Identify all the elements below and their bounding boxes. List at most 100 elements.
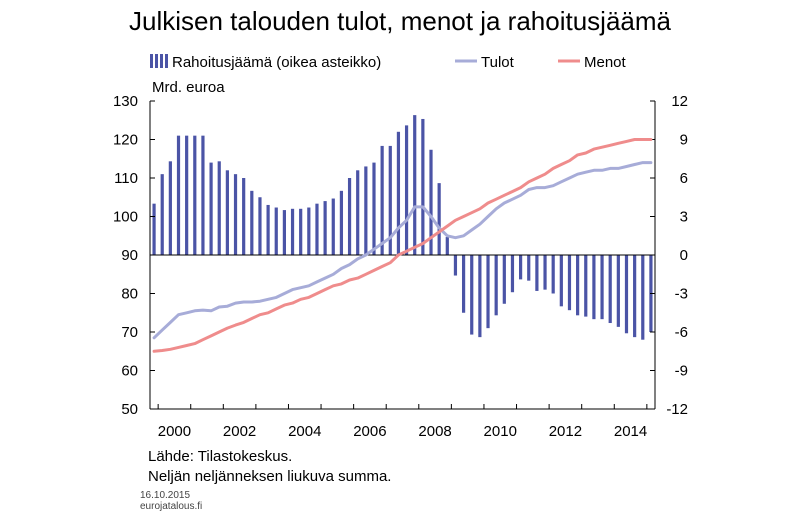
legend-label-menot: Menot xyxy=(584,54,627,71)
publish-date: 16.10.2015 xyxy=(140,490,191,501)
line-menot xyxy=(152,138,653,353)
x-tick-label: 2002 xyxy=(223,423,256,440)
x-tick-label: 2012 xyxy=(549,423,582,440)
bar xyxy=(559,255,563,307)
bar xyxy=(282,210,286,255)
bar xyxy=(551,255,555,294)
right-tick-label: 9 xyxy=(680,132,688,149)
bar-series-rahoitusjaama xyxy=(152,115,653,340)
bar xyxy=(624,255,629,334)
bar xyxy=(584,255,588,317)
bar xyxy=(347,178,352,255)
bar xyxy=(209,162,213,255)
bar xyxy=(413,115,417,255)
left-tick-label: 100 xyxy=(113,209,138,226)
right-tick-label: 3 xyxy=(680,209,688,226)
bar xyxy=(567,255,572,311)
bar xyxy=(388,145,392,255)
x-tick-label: 2010 xyxy=(484,423,517,440)
left-tick-label: 130 xyxy=(113,93,138,110)
bar xyxy=(233,174,238,255)
right-tick-label: -9 xyxy=(675,363,688,380)
bar xyxy=(152,203,156,255)
left-tick-label: 80 xyxy=(121,286,138,303)
bar xyxy=(527,255,531,281)
bar xyxy=(429,149,433,255)
right-tick-label: -12 xyxy=(666,401,688,418)
bar xyxy=(266,204,270,255)
line-tulot xyxy=(152,161,653,340)
bar xyxy=(519,255,523,280)
bar xyxy=(641,255,645,340)
bar xyxy=(404,125,409,255)
bar xyxy=(372,162,376,255)
legend-bar-swatch xyxy=(155,54,158,68)
bar xyxy=(217,161,221,255)
chart-title: Julkisen talouden tulot, menot ja rahoit… xyxy=(129,6,671,36)
left-tick-label: 90 xyxy=(121,247,138,264)
bar xyxy=(250,190,254,255)
left-axis-label: Mrd. euroa xyxy=(152,79,225,96)
left-tick-label: 110 xyxy=(114,170,138,187)
right-tick-label: 12 xyxy=(671,93,688,110)
x-tick-label: 2004 xyxy=(288,423,321,440)
bar xyxy=(461,255,466,313)
method-note: Neljän neljänneksen liukuva summa. xyxy=(148,468,392,485)
bar xyxy=(486,255,490,329)
bar xyxy=(201,135,205,255)
bar xyxy=(470,255,474,335)
line-series xyxy=(152,138,653,353)
bar xyxy=(339,190,344,255)
axes: 130 120 110 100 90 80 70 60 50 12 9 6 3 0 -3 -6 -9 -12 200… xyxy=(113,93,688,440)
site-name: eurojatalous.fi xyxy=(140,501,203,512)
bar xyxy=(502,255,506,304)
bar xyxy=(364,166,368,255)
bar xyxy=(168,161,172,255)
bar xyxy=(323,201,327,255)
bar xyxy=(225,170,229,255)
x-tick-label: 2006 xyxy=(353,423,386,440)
source-note: Lähde: Tilastokeskus. xyxy=(148,448,293,465)
left-tick-label: 120 xyxy=(113,132,138,149)
bar xyxy=(437,183,441,255)
legend-label-bar: Rahoitusjäämä (oikea asteikko) xyxy=(172,54,381,71)
bar xyxy=(600,255,604,320)
bar xyxy=(160,174,164,255)
right-tick-label: 0 xyxy=(680,247,688,264)
right-tick-label: -6 xyxy=(675,324,688,341)
bar xyxy=(299,208,303,255)
bar xyxy=(290,208,295,255)
bar xyxy=(356,170,360,255)
legend-bar-swatch xyxy=(150,54,153,68)
bar xyxy=(453,255,458,276)
right-tick-label: 6 xyxy=(680,170,688,187)
bar xyxy=(185,135,189,255)
left-tick-label: 60 xyxy=(121,363,138,380)
bar xyxy=(633,255,637,338)
x-tick-label: 2008 xyxy=(418,423,451,440)
bar xyxy=(331,198,335,255)
x-tick-label: 2000 xyxy=(158,423,191,440)
bar xyxy=(307,207,311,255)
bar xyxy=(274,207,278,255)
bar xyxy=(176,135,181,255)
bar xyxy=(494,255,498,316)
bar xyxy=(616,255,620,327)
bar xyxy=(258,197,262,255)
bar xyxy=(608,255,612,324)
left-tick-label: 70 xyxy=(121,324,138,341)
bar xyxy=(445,237,449,255)
bar xyxy=(543,255,547,290)
legend: Rahoitusjäämä (oikea asteikko) Tulot Menot xyxy=(150,54,627,71)
bar xyxy=(380,145,384,255)
bar xyxy=(193,135,197,255)
legend-bar-swatch xyxy=(160,54,163,68)
bar xyxy=(576,255,580,316)
bar xyxy=(592,255,596,320)
bar xyxy=(396,131,401,255)
bar xyxy=(510,255,515,293)
x-tick-label: 2014 xyxy=(614,423,647,440)
bar xyxy=(535,255,539,291)
bar xyxy=(421,118,425,255)
